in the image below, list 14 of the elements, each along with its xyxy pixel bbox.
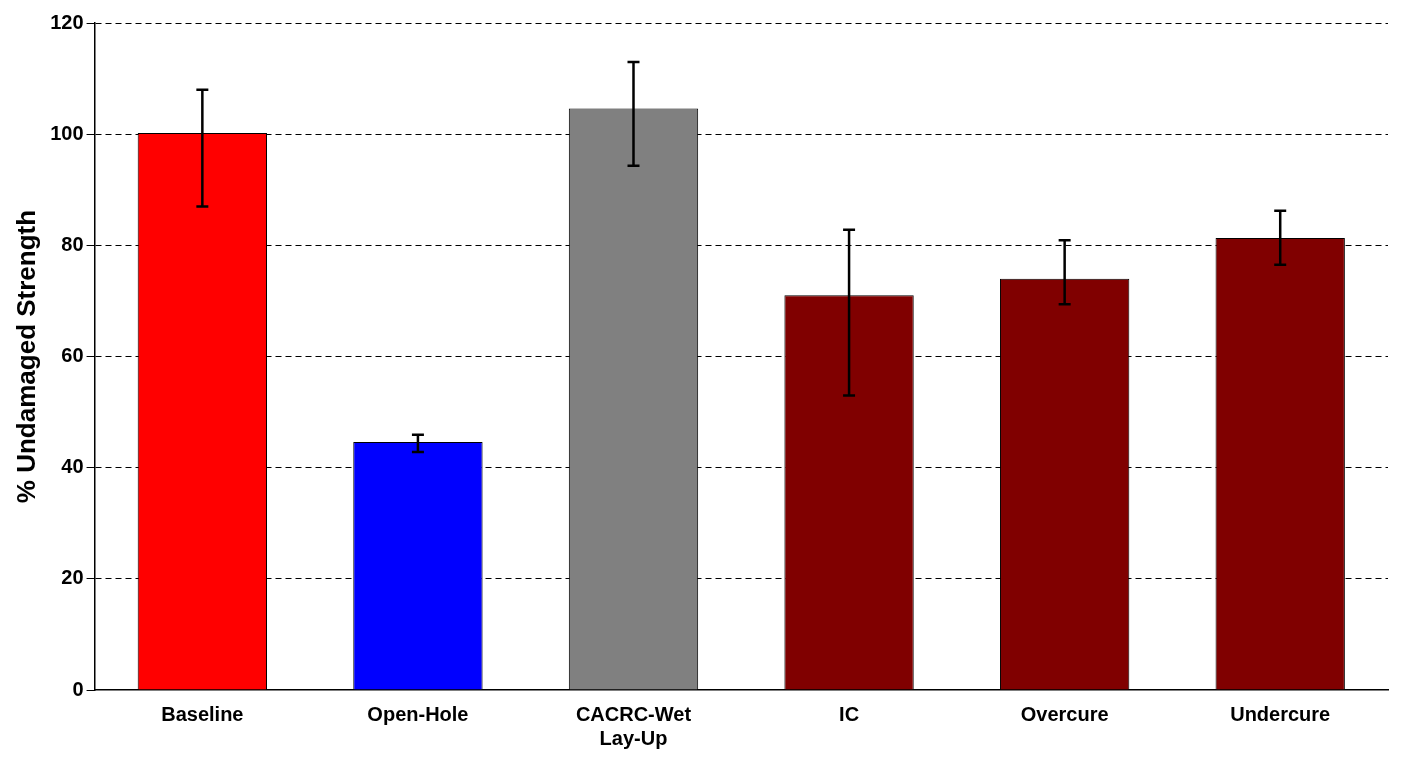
x-tick-label: Baseline — [161, 702, 244, 725]
y-tick-label: 0 — [72, 677, 84, 700]
x-tick-label: IC — [839, 702, 860, 725]
x-tick-label: Overcure — [1020, 702, 1109, 725]
x-tick-label: Open-Hole — [367, 702, 469, 725]
y-axis-title: % Undamaged Strength — [10, 209, 41, 504]
y-tick-label: 20 — [61, 566, 84, 589]
x-tick-label: Undercure — [1230, 702, 1331, 725]
x-tick-label: CACRC-Wet Lay-Up — [575, 702, 692, 749]
y-tick-label: 60 — [61, 344, 84, 367]
y-tick-label: 100 — [50, 121, 84, 144]
y-tick-label: 80 — [61, 232, 84, 255]
y-tick-label: 40 — [61, 455, 84, 478]
y-tick-label: 120 — [50, 10, 84, 33]
